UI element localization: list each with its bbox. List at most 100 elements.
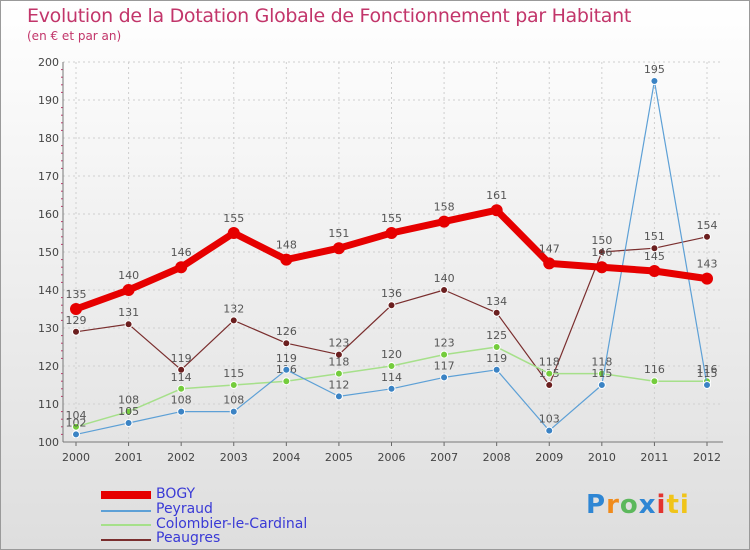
data-label-colombier-le-cardinal: 118 [539, 356, 560, 369]
proxiti-logo: Proxiti [586, 490, 690, 520]
data-point-peyraud [229, 407, 238, 416]
data-point-bogy [438, 215, 451, 228]
y-tick-label: 200 [38, 56, 59, 69]
y-tick-label: 190 [38, 94, 59, 107]
data-label-peyraud: 112 [328, 378, 349, 391]
data-point-bogy [543, 257, 556, 270]
y-tick-label: 110 [38, 398, 59, 411]
data-point-colombier-le-cardinal [282, 377, 291, 386]
data-label-peaugres: 129 [66, 314, 87, 327]
data-point-bogy [280, 253, 293, 266]
data-label-peyraud: 108 [223, 394, 244, 407]
legend-label-peaugres: Peaugres [156, 530, 221, 546]
data-label-colombier-le-cardinal: 115 [223, 367, 244, 380]
data-label-peyraud: 108 [171, 394, 192, 407]
data-point-peyraud [545, 426, 554, 435]
data-label-bogy: 155 [381, 212, 402, 225]
data-point-peaugres [334, 350, 343, 359]
data-label-bogy: 146 [591, 246, 612, 259]
data-point-peaugres [492, 308, 501, 317]
data-label-bogy: 135 [66, 288, 87, 301]
x-tick-label: 2012 [693, 451, 721, 464]
data-point-peaugres [72, 327, 80, 336]
data-label-peyraud: 119 [486, 352, 507, 365]
data-point-peyraud [72, 430, 80, 439]
data-point-peaugres [124, 320, 133, 329]
data-point-colombier-le-cardinal [440, 350, 449, 359]
data-point-peyraud [492, 365, 501, 374]
data-point-bogy [595, 261, 608, 274]
legend-swatch-peyraud [101, 510, 151, 512]
data-label-peaugres: 134 [486, 295, 507, 308]
data-point-peaugres [545, 381, 554, 389]
data-label-bogy: 148 [276, 239, 297, 252]
data-point-peaugres [440, 286, 449, 294]
data-point-colombier-le-cardinal [72, 422, 80, 431]
data-point-bogy [385, 227, 398, 239]
data-point-bogy [70, 303, 82, 315]
data-label-colombier-le-cardinal: 118 [591, 356, 612, 369]
data-label-peyraud: 103 [539, 413, 560, 426]
data-point-colombier-le-cardinal [177, 384, 186, 393]
data-label-bogy: 155 [223, 212, 244, 225]
data-point-peaugres [650, 244, 659, 253]
data-point-colombier-le-cardinal [334, 369, 343, 378]
data-point-peyraud [597, 381, 606, 389]
legend-label-colombier: Colombier-le-Cardinal [156, 516, 308, 532]
data-point-colombier-le-cardinal [492, 343, 501, 351]
chart-title: Evolution de la Dotation Globale de Fonc… [27, 5, 632, 27]
y-tick-label: 140 [38, 284, 59, 297]
y-tick-label: 150 [38, 246, 59, 259]
y-tick-label: 170 [38, 170, 59, 183]
x-tick-label: 2009 [535, 451, 563, 464]
data-label-peyraud: 117 [434, 359, 455, 372]
legend-swatch-bogy [101, 491, 151, 499]
legend-label-peyraud: Peyraud [156, 501, 213, 517]
data-point-bogy [701, 272, 713, 285]
x-tick-label: 2006 [378, 451, 406, 464]
data-point-peaugres [703, 232, 711, 241]
data-label-peaugres: 150 [591, 234, 612, 247]
data-point-peyraud [177, 407, 186, 416]
data-point-colombier-le-cardinal [124, 407, 133, 416]
data-point-colombier-le-cardinal [387, 362, 396, 370]
data-point-bogy [648, 265, 661, 277]
data-label-colombier-le-cardinal: 114 [171, 371, 192, 384]
chart-subtitle: (en € et par an) [27, 29, 122, 43]
data-point-colombier-le-cardinal [650, 377, 659, 386]
data-label-colombier-le-cardinal: 116 [697, 363, 718, 376]
data-point-bogy [227, 227, 240, 239]
data-label-colombier-le-cardinal: 104 [66, 409, 87, 422]
data-point-peaugres [177, 365, 186, 374]
data-label-colombier-le-cardinal: 123 [434, 337, 455, 350]
y-tick-label: 100 [38, 436, 59, 449]
data-point-peyraud [124, 419, 133, 427]
data-label-peyraud: 115 [591, 367, 612, 380]
x-tick-label: 2000 [62, 451, 90, 464]
data-point-peyraud [387, 384, 396, 393]
data-label-bogy: 145 [644, 250, 665, 263]
data-point-peaugres [282, 339, 291, 348]
data-point-bogy [175, 261, 188, 274]
legend-swatch-peaugres [101, 539, 151, 541]
x-tick-label: 2010 [588, 451, 616, 464]
data-label-bogy: 146 [171, 246, 192, 259]
data-point-peaugres [387, 301, 396, 310]
x-tick-label: 2003 [220, 451, 248, 464]
x-tick-label: 2001 [115, 451, 143, 464]
data-label-peaugres: 132 [223, 302, 244, 315]
x-tick-label: 2005 [325, 451, 353, 464]
data-label-bogy: 158 [434, 201, 455, 214]
data-point-bogy [332, 242, 345, 255]
data-label-bogy: 161 [486, 189, 507, 202]
data-point-peyraud [650, 77, 659, 85]
x-tick-label: 2007 [430, 451, 458, 464]
y-tick-label: 130 [38, 322, 59, 335]
data-label-colombier-le-cardinal: 125 [486, 329, 507, 342]
data-label-peyraud: 105 [118, 405, 139, 418]
data-point-bogy [122, 284, 135, 296]
y-tick-label: 180 [38, 132, 59, 145]
data-point-peaugres [229, 316, 238, 325]
legend-swatch-colombier [101, 524, 151, 526]
